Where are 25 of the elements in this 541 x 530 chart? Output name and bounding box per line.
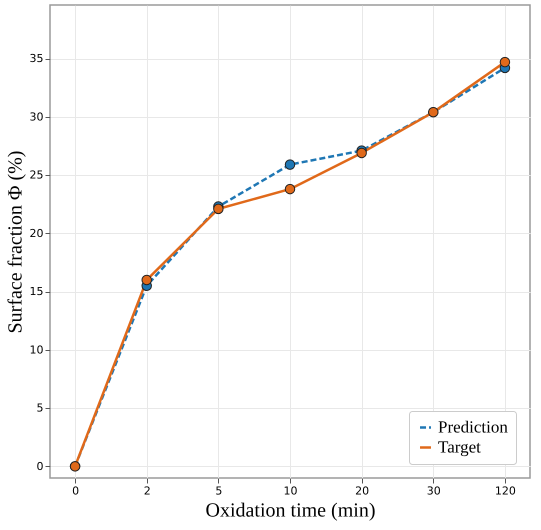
y-tick-label: 35: [30, 52, 44, 66]
x-tick-label: 2: [144, 484, 151, 498]
legend-label: Prediction: [438, 418, 508, 436]
y-tick-label: 0: [36, 460, 44, 473]
y-axis-title: Surface fraction Φ (%): [4, 150, 27, 334]
x-tick-label: 5: [215, 484, 222, 498]
x-axis-title: Oxidation time (min): [206, 500, 376, 522]
x-tick-label: 30: [426, 484, 441, 498]
x-tick-label: 120: [494, 484, 516, 498]
y-tick-label: 25: [30, 168, 44, 182]
x-tick-label: 20: [355, 484, 370, 498]
point: [284, 184, 296, 194]
x-tick-label: 10: [284, 484, 298, 498]
y-tick-label: 30: [30, 110, 44, 124]
point: [213, 204, 224, 214]
point: [284, 159, 296, 170]
y-tick-label: 10: [30, 343, 44, 356]
y-tick-label: 5: [36, 402, 44, 415]
point: [141, 274, 152, 286]
x-tick-label: 0: [72, 484, 80, 498]
y-tick-label: 15: [30, 285, 44, 298]
point: [356, 148, 367, 158]
y-tick-label: 20: [30, 226, 44, 240]
point: [500, 56, 510, 68]
legend-label: Target: [438, 438, 482, 456]
